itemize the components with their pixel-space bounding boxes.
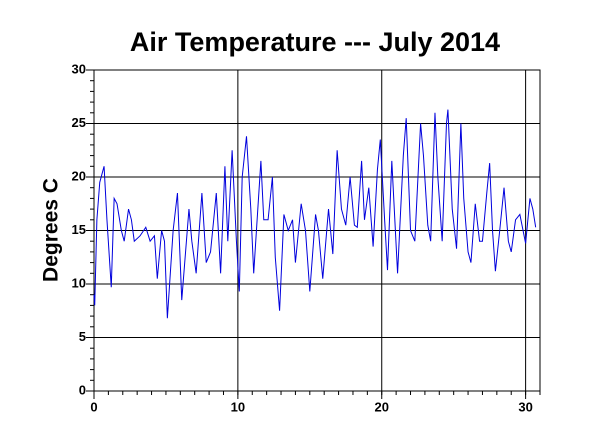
y-tick-label: 15 bbox=[72, 222, 86, 237]
y-tick-label: 30 bbox=[72, 61, 86, 76]
y-tick-label: 25 bbox=[72, 115, 86, 130]
x-tick-label: 20 bbox=[375, 399, 389, 414]
x-tick-label: 30 bbox=[518, 399, 532, 414]
y-tick-label: 0 bbox=[79, 382, 86, 397]
x-tick-label: 0 bbox=[90, 399, 97, 414]
temperature-line bbox=[93, 109, 537, 319]
x-tick-label: 10 bbox=[231, 399, 245, 414]
y-tick-label: 5 bbox=[79, 329, 86, 344]
y-tick-label: 20 bbox=[72, 168, 86, 183]
chart-title: Air Temperature --- July 2014 bbox=[130, 27, 500, 57]
y-tick-label: 10 bbox=[72, 275, 86, 290]
y-axis-label: Degrees C bbox=[40, 178, 63, 282]
plot-frame bbox=[93, 69, 541, 392]
